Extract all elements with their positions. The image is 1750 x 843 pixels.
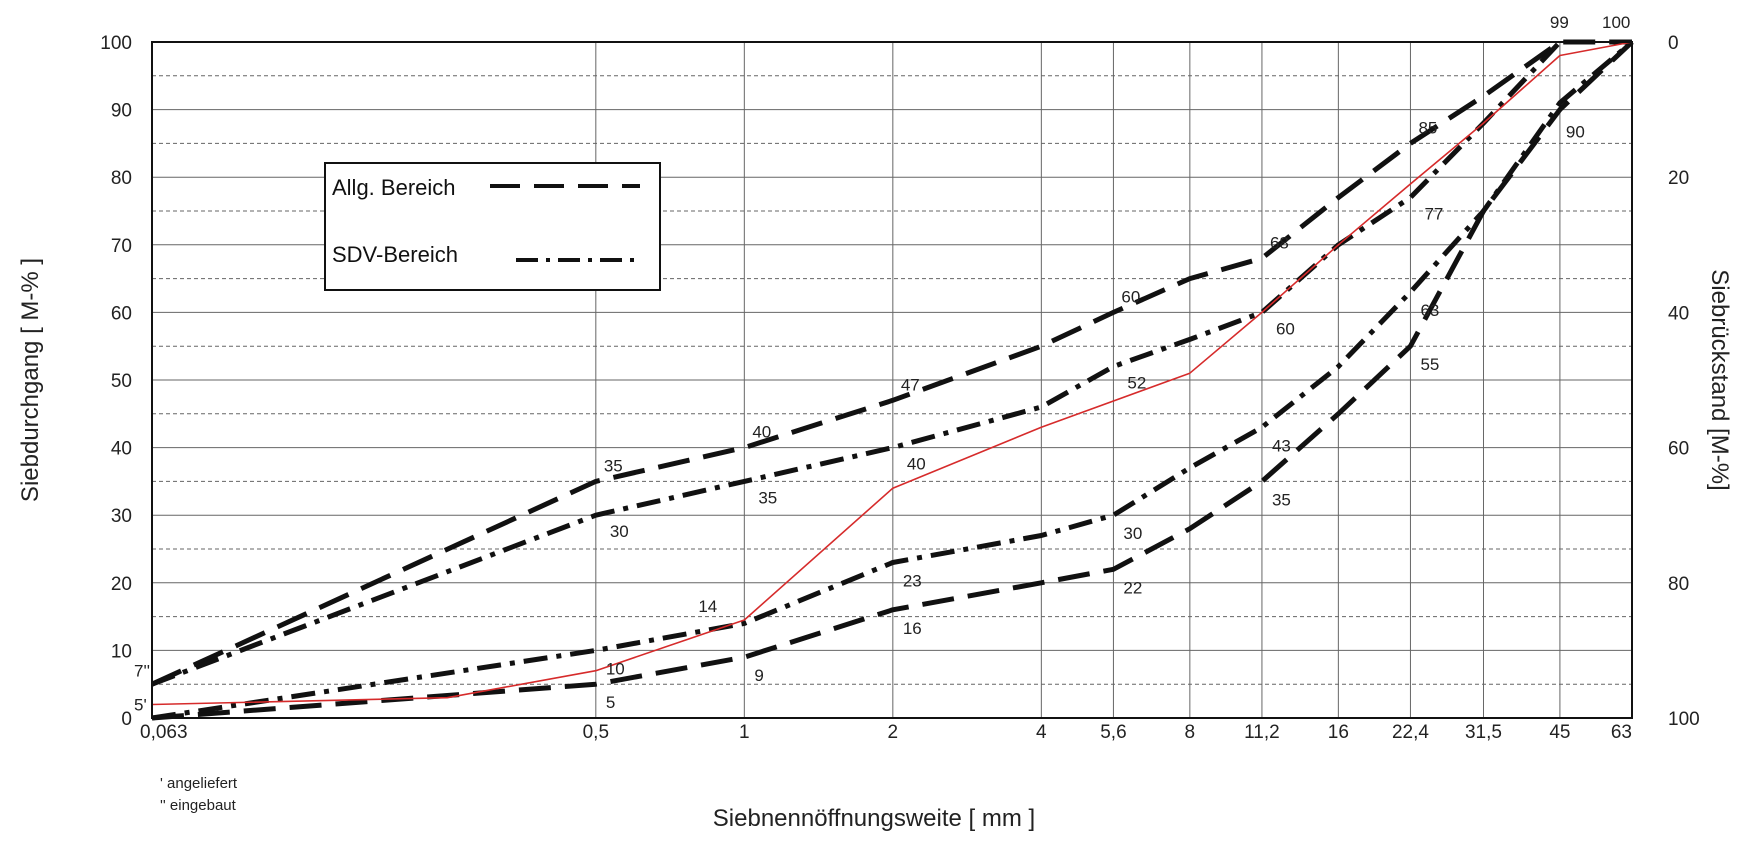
- point-label: 5: [606, 693, 615, 712]
- point-label: 100: [1602, 13, 1630, 32]
- y-tick-labels: 0 10 20 30 40 50 60 70 80 90 100: [100, 33, 132, 730]
- y-tick-label: 100: [100, 33, 132, 54]
- x-tick-label: 31,5: [1465, 722, 1502, 743]
- x-tick-labels: 0,063 0,5 1 2 4 5,6 8 11,2 16 22,4 31,5 45 63: [140, 722, 1632, 743]
- point-label: 60: [1121, 287, 1140, 306]
- point-label: 30: [610, 522, 629, 541]
- point-label: 22: [1123, 578, 1142, 597]
- series-group: [150, 39, 1634, 721]
- legend-label-sdv: SDV-Bereich: [332, 242, 458, 267]
- x-tick-label: 22,4: [1392, 722, 1429, 743]
- note-delivered: ' angeliefert: [160, 775, 238, 792]
- point-label: 43: [1272, 436, 1291, 455]
- y2-tick-label: 40: [1668, 303, 1689, 324]
- series-line-3: [151, 40, 1634, 721]
- point-label: 52: [1127, 373, 1146, 392]
- x-tick-label: 11,2: [1244, 722, 1280, 743]
- point-label: 40: [752, 423, 771, 442]
- series-line-2: [151, 40, 1562, 687]
- y2-tick-label: 80: [1668, 574, 1689, 595]
- plot-frame: [151, 41, 1633, 719]
- point-label: 90: [1566, 123, 1585, 142]
- y-axis-mark: 5': [134, 695, 147, 714]
- x-tick-label: 8: [1185, 722, 1196, 743]
- point-label: 60: [1276, 319, 1295, 338]
- x-tick-label: 0,5: [583, 722, 609, 743]
- x-tick-label: 1: [739, 722, 750, 743]
- legend-label-allg: Allg. Bereich: [332, 175, 456, 200]
- point-labels: 35 40 47 60 68 85 99 5 9 16 22 35 55 90 100 30 35 40 52 60 7…: [604, 13, 1631, 712]
- y-axis-mark: 7'': [134, 662, 150, 681]
- point-label: 47: [901, 375, 920, 394]
- point-label: 35: [604, 456, 623, 475]
- y2-tick-label: 60: [1668, 439, 1689, 460]
- y-tick-label: 10: [111, 641, 132, 662]
- point-label: 63: [1420, 301, 1439, 320]
- point-label: 16: [903, 619, 922, 638]
- y-tick-label: 0: [121, 709, 132, 730]
- x-tick-label: 63: [1611, 722, 1632, 743]
- y-tick-label: 40: [111, 439, 132, 460]
- x-axis-title: Siebnennöffnungsweite [ mm ]: [713, 805, 1035, 832]
- note-installed: '' eingebaut: [160, 797, 237, 814]
- point-label: 10: [606, 659, 625, 678]
- point-label: 14: [698, 597, 717, 616]
- y-tick-label: 50: [111, 371, 132, 392]
- y-tick-label: 20: [111, 574, 132, 595]
- point-label: 85: [1418, 118, 1437, 137]
- point-label: 9: [754, 666, 763, 685]
- x-tick-label: 5,6: [1100, 722, 1126, 743]
- x-tick-label: 4: [1036, 722, 1047, 743]
- point-label: 35: [758, 488, 777, 507]
- y2-tick-label: 0: [1668, 33, 1679, 54]
- point-label: 55: [1420, 355, 1439, 374]
- x-tick-label: 2: [888, 722, 899, 743]
- point-label: 30: [1123, 524, 1142, 543]
- y2-axis-title: Siebrückstand [M-%]: [1706, 269, 1733, 490]
- y-axis-title: Siebdurchgang [ M-% ]: [17, 258, 44, 502]
- point-label: 77: [1424, 204, 1443, 223]
- y-tick-label: 30: [111, 506, 132, 527]
- y-tick-label: 90: [111, 101, 132, 122]
- x-tick-label: 0,063: [140, 722, 188, 743]
- y-tick-label: 70: [111, 236, 132, 257]
- point-label: 23: [903, 572, 922, 591]
- y2-tick-labels: 100 80 60 40 20 0: [1668, 33, 1700, 730]
- point-label: 35: [1272, 490, 1291, 509]
- y-tick-label: 60: [111, 303, 132, 324]
- point-label: 99: [1550, 13, 1569, 32]
- y2-tick-label: 100: [1668, 709, 1700, 730]
- series-line-4: [151, 41, 1633, 706]
- y-tick-label: 80: [111, 168, 132, 189]
- series-line-0: [150, 39, 1632, 687]
- point-label: 68: [1270, 233, 1289, 252]
- y-axis-marks: 7'' 5': [134, 662, 150, 715]
- point-label: 40: [907, 455, 926, 474]
- x-tick-label: 45: [1549, 722, 1570, 743]
- x-tick-label: 16: [1328, 722, 1349, 743]
- legend: Allg. Bereich SDV-Bereich: [324, 162, 661, 291]
- y2-tick-label: 20: [1668, 168, 1689, 189]
